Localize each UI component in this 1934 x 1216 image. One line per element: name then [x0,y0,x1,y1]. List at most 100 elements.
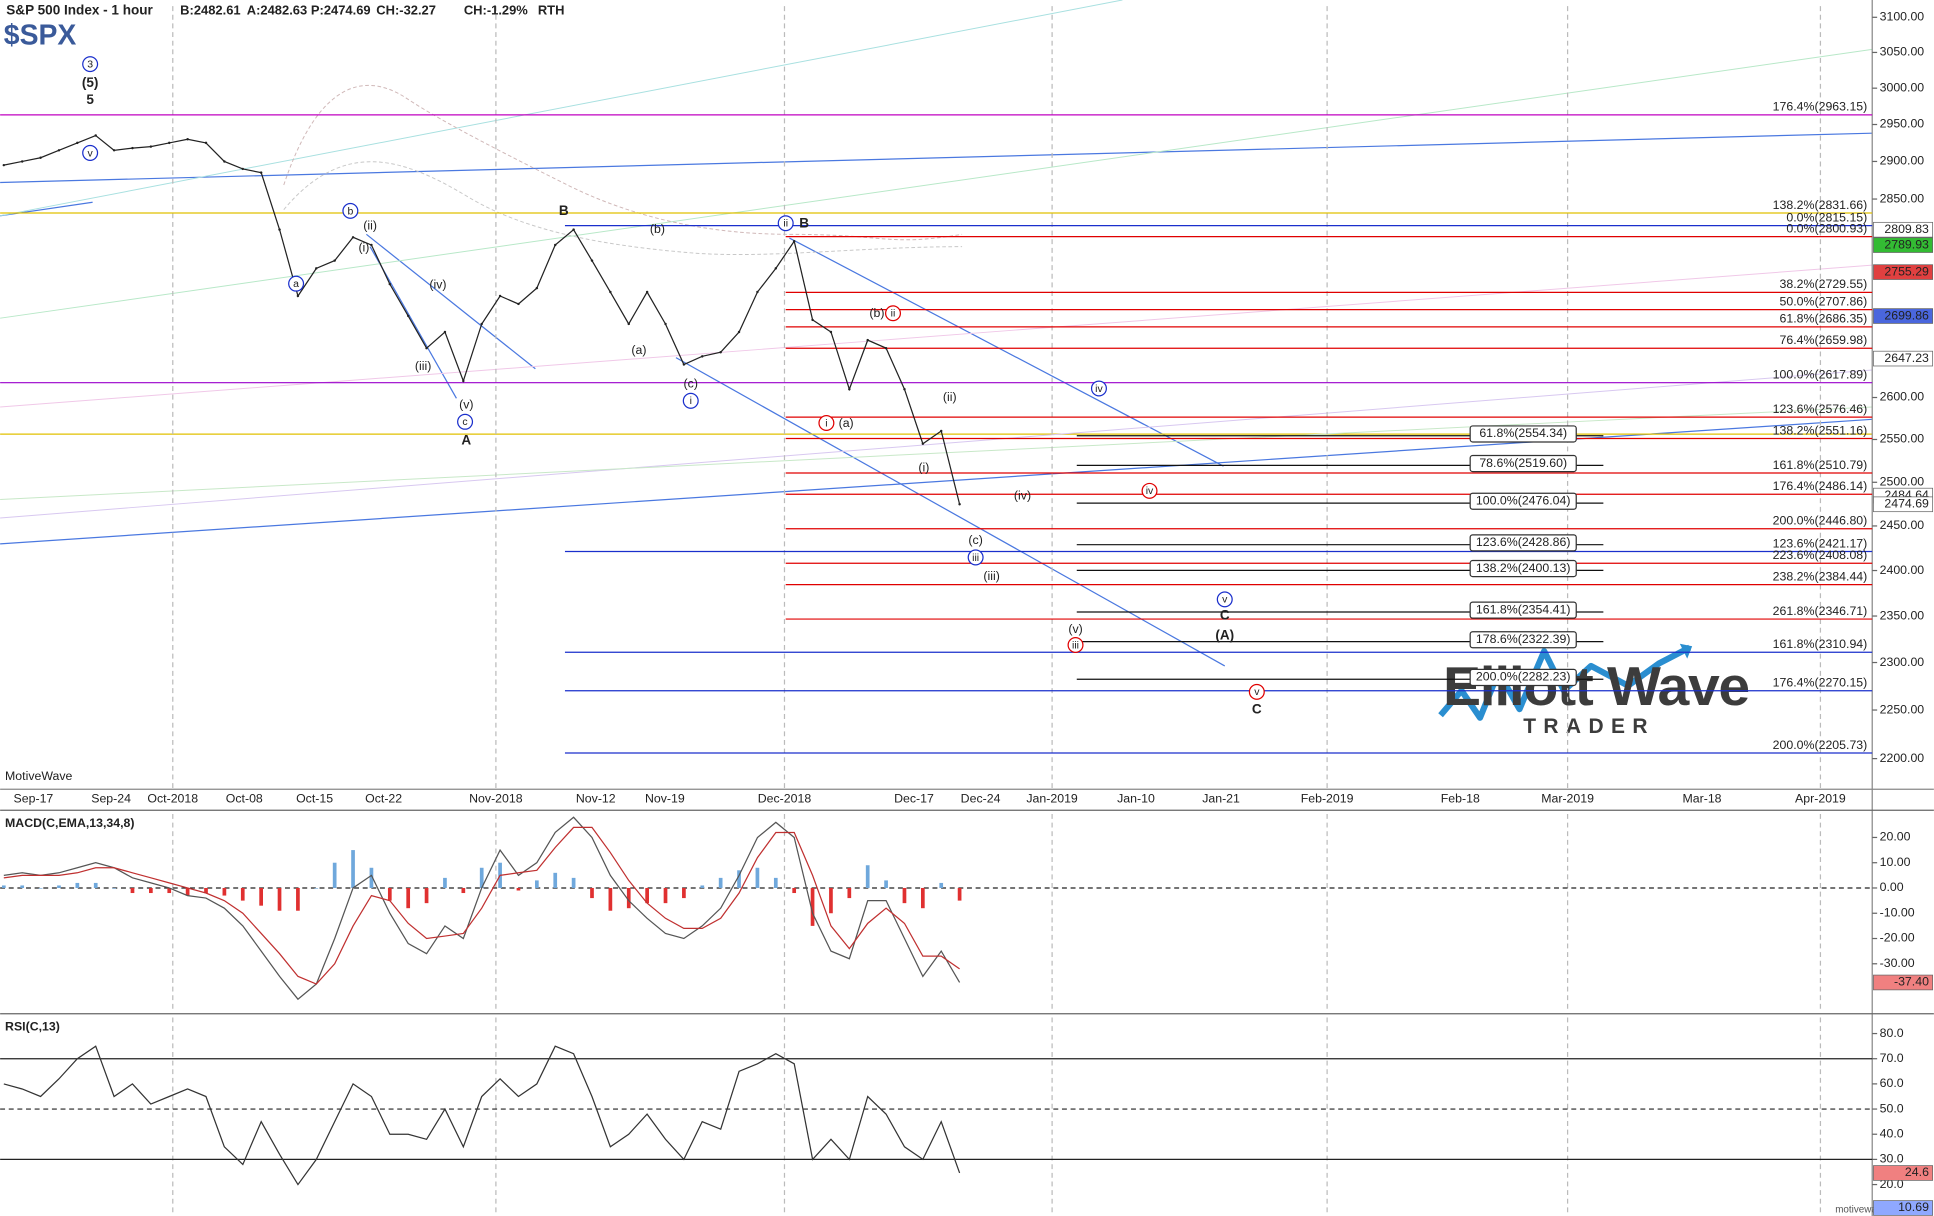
price-marker-label: 10.69 [1898,1200,1929,1214]
wave-label: (b) [869,306,884,320]
y-tick-label: 40.0 [1880,1126,1904,1140]
price-point [406,314,410,318]
histogram-bar [369,867,374,888]
histogram-bar [516,887,521,891]
price-marker [1873,308,1934,324]
wave-label: i [690,396,692,407]
fib-level-label: 161.8%(2310.94) [1773,637,1868,651]
price-point [627,322,630,326]
histogram-bar [773,877,778,888]
target-label-box [1469,454,1577,473]
price-marker [1873,350,1934,367]
histogram-bar [865,865,870,888]
y-tick-label: -10.00 [1880,905,1915,919]
price-point [241,167,244,171]
wave-circle [884,305,902,322]
wave-circle [777,215,794,232]
price-point [112,149,116,152]
price-marker-label: 2809.83 [1884,222,1929,236]
histogram-bar [332,862,337,888]
price-point [186,137,189,141]
histogram-bar [204,887,208,894]
fib-level-label: 176.4%(2270.15) [1773,676,1868,690]
histogram-bar [461,887,466,894]
y-tick-label: 80.0 [1880,1026,1904,1040]
target-label: 78.6%(2519.60) [1479,456,1567,470]
wave-label: C [1220,608,1230,623]
histogram-bar [387,887,392,901]
y-tick-label: 3100.00 [1880,10,1925,24]
x-tick-label: Dec-2018 [758,791,812,805]
price-point [370,243,373,247]
x-tick-label: Sep-24 [91,791,131,805]
histogram-bar [571,877,576,888]
wave-label: C [1252,701,1262,716]
x-tick-label: Nov-12 [576,791,616,805]
wave-circle [682,392,699,409]
price-point [682,363,686,366]
macd-line [3,826,960,985]
price-point [480,322,483,326]
fib-level-label: 100.0%(2617.89) [1773,368,1868,382]
wave-label: (v) [1068,622,1082,636]
fib-level-label: 176.4%(2963.15) [1773,100,1868,114]
logo: Elliott Wave TRADER [1438,643,1750,738]
quote: P:2474.69 [311,3,371,18]
wave-label: (c) [684,376,698,390]
histogram-bar [884,880,888,888]
quote: A:2482.63 [247,3,307,18]
y-tick-label: 2400.00 [1880,563,1925,577]
histogram-bar [663,887,668,904]
price-point [259,171,263,174]
macd-title: MACD(C,EMA,13,34,8) [5,816,134,830]
target-label-box [1469,425,1577,443]
price-point [535,286,539,290]
wave-label: (ii) [363,219,377,233]
wave-label: v [88,148,94,159]
wave-circle [457,413,474,430]
price-point [664,322,667,326]
wave-circle [82,56,99,73]
wave-label: (A) [1215,627,1234,642]
quote: RTH [538,3,565,18]
y-tick-label: -20.00 [1880,931,1915,945]
y-tick-label: 30.0 [1880,1152,1904,1166]
target-label-box [1469,559,1577,578]
histogram-bar [682,887,686,899]
quote: CH:-32.27 [376,3,436,18]
y-tick-label: -30.00 [1880,956,1915,970]
price-point [737,330,741,334]
fib-level-label: 123.6%(2576.46) [1773,402,1868,416]
wave-label: ii [891,309,896,320]
x-tick-label: Nov-2018 [469,791,523,805]
x-tick-label: Oct-2018 [147,791,198,805]
price-point [903,387,906,391]
wave-circle [967,549,984,566]
rsi-line [3,1045,961,1186]
x-tick-label: Feb-18 [1441,791,1480,805]
price-point [278,228,281,231]
histogram-bar [93,882,98,888]
fib-level-label: 76.4%(2659.98) [1780,333,1868,347]
histogram-bar [185,887,190,896]
quote: B:2482.61 [180,3,240,18]
price-point [149,145,153,148]
price-point [498,294,502,298]
price-point [921,442,925,445]
price-point [774,267,778,270]
price-marker-label: -37.40 [1894,975,1929,989]
wave-label: 3 [87,60,93,71]
price-point [388,282,392,286]
x-tick-label: Dec-17 [894,791,934,805]
price-point [131,146,134,150]
histogram-bar [645,887,649,904]
price-marker-label: 24.6 [1905,1165,1929,1179]
price-point [701,355,704,358]
wave-circle [288,275,305,292]
target-label: 123.6%(2428.86) [1476,535,1571,549]
price-point [168,141,171,145]
wave-circle [1216,591,1233,608]
wave-label: i [825,418,827,429]
